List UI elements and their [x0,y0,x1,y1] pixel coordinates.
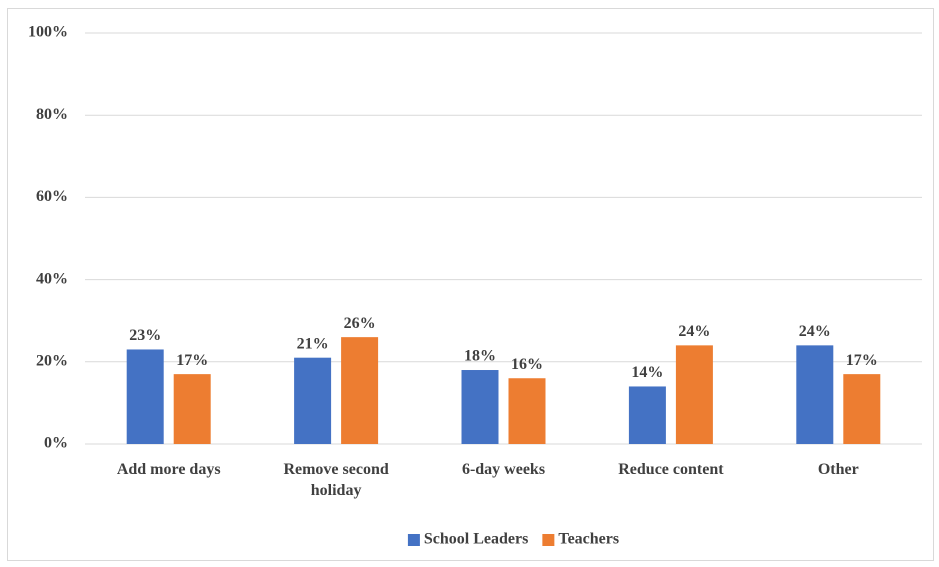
y-tick-label: 20% [36,352,68,369]
legend-label: School Leaders [424,531,528,548]
legend-label: Teachers [558,531,619,548]
legend-swatch [407,534,420,546]
value-label: 26% [344,315,376,332]
bar [508,378,546,444]
legend-swatch [542,534,555,546]
bar [796,345,834,444]
value-label: 23% [129,327,161,344]
x-tick-label: Remove second holiday [283,461,389,499]
x-tick-label: Other [817,461,859,478]
x-tick-label: Reduce content [618,461,724,478]
value-label: 14% [631,364,663,381]
bar [628,386,666,444]
value-label: 24% [799,323,831,340]
bar [675,345,713,444]
bar [341,337,379,444]
value-label: 21% [297,335,329,352]
y-tick-label: 80% [36,106,68,123]
bar [461,370,499,444]
bar [843,374,881,444]
value-label: 18% [464,348,496,365]
bar [173,374,211,444]
y-tick-label: 0% [44,435,68,452]
value-label: 24% [678,323,710,340]
x-tick-label: Add more days [116,461,221,478]
bar [294,357,332,444]
value-label: 17% [176,352,208,369]
chart-border [7,8,934,561]
y-tick-label: 100% [28,24,68,41]
value-label: 16% [511,356,543,373]
x-tick-label: 6-day weeks [461,461,546,478]
bar [126,349,164,444]
y-tick-label: 40% [36,270,68,287]
y-tick-label: 60% [36,188,68,205]
value-label: 17% [846,352,878,369]
